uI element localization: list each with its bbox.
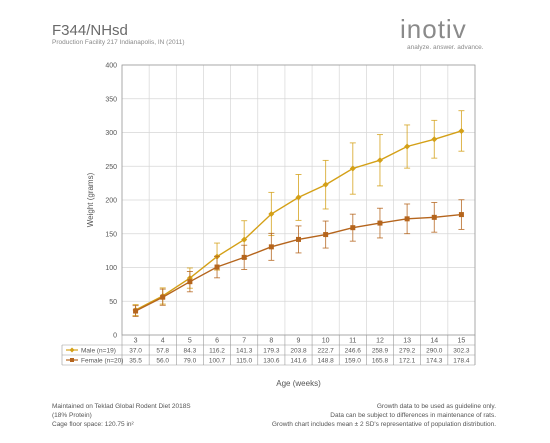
footer-protein: (18% Protein) — [52, 412, 92, 419]
data-label: 56.0 — [156, 358, 169, 365]
data-label: 178.4 — [453, 358, 470, 365]
data-point — [431, 136, 438, 143]
data-point — [349, 165, 356, 172]
y-tick-label: 100 — [105, 265, 117, 272]
data-point — [268, 210, 275, 217]
data-label: 302.3 — [453, 348, 470, 355]
footer-sd-note: Growth chart includes mean ± 2 SD's repr… — [271, 421, 496, 428]
x-axis-title: Age (weeks) — [276, 379, 321, 388]
x-tick-label: 5 — [188, 338, 192, 345]
y-tick-label: 150 — [105, 231, 117, 238]
data-label: 258.9 — [372, 348, 389, 355]
data-label: 141.3 — [236, 348, 253, 355]
data-point — [404, 143, 411, 150]
data-label: 246.6 — [345, 348, 362, 355]
data-label: 130.6 — [263, 358, 280, 365]
x-tick-label: 6 — [215, 338, 219, 345]
x-tick-label: 11 — [349, 338, 356, 345]
brand-logo: inotiv — [400, 14, 467, 44]
x-tick-label: 9 — [297, 338, 301, 345]
y-tick-label: 300 — [105, 130, 117, 137]
y-tick-label: 200 — [105, 198, 117, 205]
data-label: 148.8 — [318, 358, 335, 365]
data-label: 174.3 — [426, 358, 443, 365]
footer-guideline-note: Growth data to be used as guideline only… — [376, 403, 496, 410]
x-tick-label: 15 — [458, 338, 466, 345]
data-point — [323, 232, 329, 238]
y-tick-label: 50 — [109, 299, 117, 306]
footer-diet: Maintained on Teklad Global Rodent Diet … — [52, 403, 191, 410]
data-point — [268, 244, 274, 250]
data-point — [214, 264, 220, 270]
footer-cage-space: Cage floor space: 120.75 in² — [52, 421, 134, 428]
footer-disclaimer: Growth data to be used as guideline only… — [272, 402, 496, 429]
data-point — [376, 157, 383, 164]
data-point — [296, 236, 301, 242]
x-tick-label: 4 — [161, 338, 165, 345]
y-tick-label: 0 — [113, 333, 117, 340]
legend-label: Female (n=20) — [81, 358, 123, 365]
y-tick-label: 250 — [105, 164, 117, 171]
data-label: 35.5 — [129, 358, 142, 365]
data-point — [377, 220, 383, 226]
x-tick-label: 10 — [322, 338, 330, 345]
data-label: 165.8 — [372, 358, 389, 365]
data-label: 222.7 — [318, 348, 335, 355]
legend-swatch-marker — [70, 358, 74, 362]
data-point — [322, 181, 329, 188]
data-label: 84.3 — [184, 348, 197, 355]
data-label: 179.3 — [263, 348, 280, 355]
data-point — [431, 214, 437, 220]
data-label: 290.0 — [426, 348, 443, 355]
data-label: 172.1 — [399, 358, 416, 365]
x-tick-label: 3 — [134, 338, 138, 345]
data-point — [133, 308, 139, 314]
plot-frame — [121, 64, 476, 336]
y-tick-label: 350 — [105, 96, 117, 103]
data-point — [404, 216, 410, 222]
data-point — [241, 254, 247, 260]
data-point — [241, 236, 248, 243]
data-point — [350, 225, 356, 231]
legend-swatch-marker — [69, 347, 75, 353]
footer-maintenance-note: Data can be subject to differences in ma… — [330, 412, 496, 419]
footer-diet-info: Maintained on Teklad Global Rodent Diet … — [52, 402, 191, 429]
y-tick-label: 400 — [105, 63, 117, 70]
x-tick-label: 13 — [403, 338, 411, 345]
legend-label: Male (n=19) — [81, 348, 116, 355]
data-label: 141.6 — [290, 358, 307, 365]
data-point — [295, 194, 302, 201]
data-label: 100.7 — [209, 358, 226, 365]
x-tick-label: 12 — [376, 338, 384, 345]
brand-tagline: analyze. answer. advance. — [407, 44, 484, 51]
x-tick-label: 8 — [269, 338, 273, 345]
data-label: 279.2 — [399, 348, 416, 355]
chart-title: F344/NHsd — [52, 22, 128, 39]
x-tick-label: 14 — [430, 338, 438, 345]
data-point — [187, 279, 193, 285]
data-label: 116.2 — [209, 348, 225, 355]
data-label: 37.0 — [129, 348, 142, 355]
data-label: 57.8 — [156, 348, 169, 355]
data-point — [458, 212, 464, 218]
y-axis-title: Weight (grams) — [86, 172, 95, 227]
data-label: 115.0 — [236, 358, 252, 365]
data-point — [458, 127, 465, 134]
x-tick-label: 7 — [242, 338, 246, 345]
data-label: 79.0 — [184, 358, 197, 365]
data-label: 159.0 — [345, 358, 362, 365]
data-point — [160, 294, 166, 300]
data-label: 203.8 — [290, 348, 307, 355]
chart-subtitle: Production Facility 217 Indianapolis, IN… — [52, 39, 185, 46]
